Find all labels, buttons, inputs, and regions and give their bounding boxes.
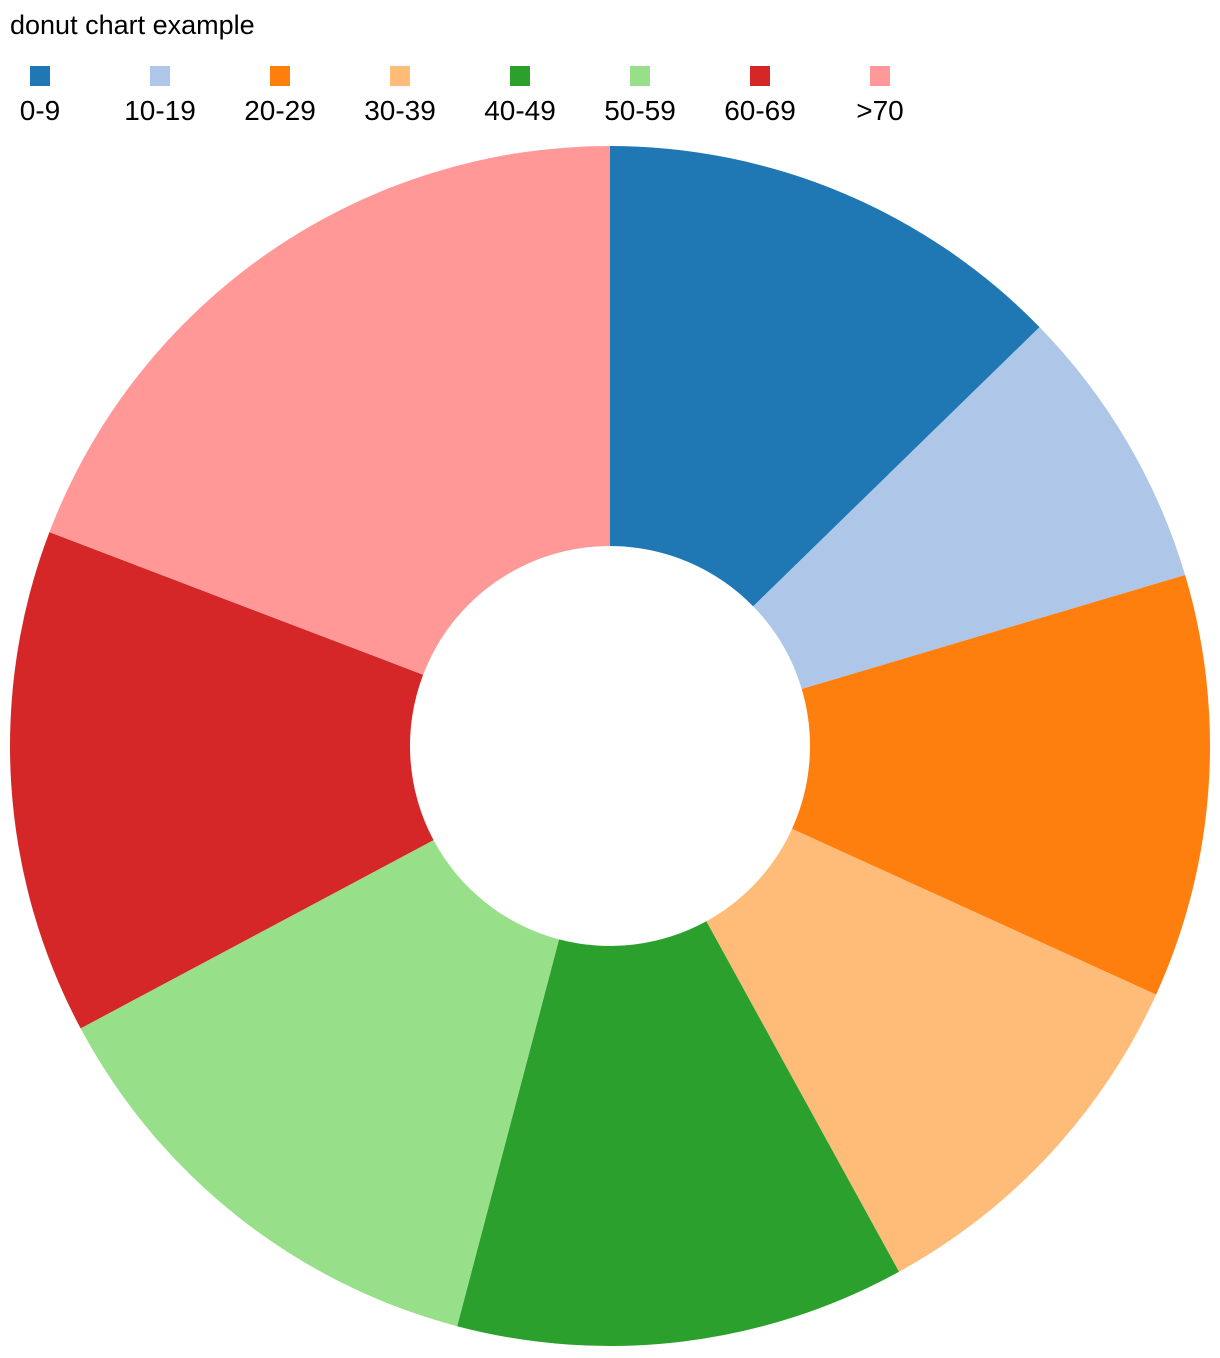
legend-label: 0-9 xyxy=(20,95,60,126)
legend-swatch xyxy=(390,66,410,86)
donut-slice xyxy=(9,532,434,1029)
legend-label: 30-39 xyxy=(364,95,436,126)
legend-label: >70 xyxy=(856,95,904,126)
donut-slice xyxy=(706,828,1157,1272)
donut-slice xyxy=(80,840,560,1327)
legend-label: 20-29 xyxy=(244,95,316,126)
chart-title: donut chart example xyxy=(10,10,255,40)
legend-swatch xyxy=(150,66,170,86)
legend-label: 10-19 xyxy=(124,95,196,126)
legend-label: 40-49 xyxy=(484,95,556,126)
donut-slice xyxy=(792,574,1210,995)
donut-slice xyxy=(610,146,1040,607)
legend-swatch xyxy=(750,66,770,86)
donut-slice xyxy=(49,146,610,675)
legend-swatch xyxy=(30,66,50,86)
legend-label: 50-59 xyxy=(604,95,676,126)
legend-swatch xyxy=(630,66,650,86)
legend-swatch xyxy=(870,66,890,86)
donut-slice xyxy=(457,921,900,1346)
legend-swatch xyxy=(510,66,530,86)
legend-swatch xyxy=(270,66,290,86)
donut-slice xyxy=(753,327,1186,689)
legend-label: 60-69 xyxy=(724,95,796,126)
